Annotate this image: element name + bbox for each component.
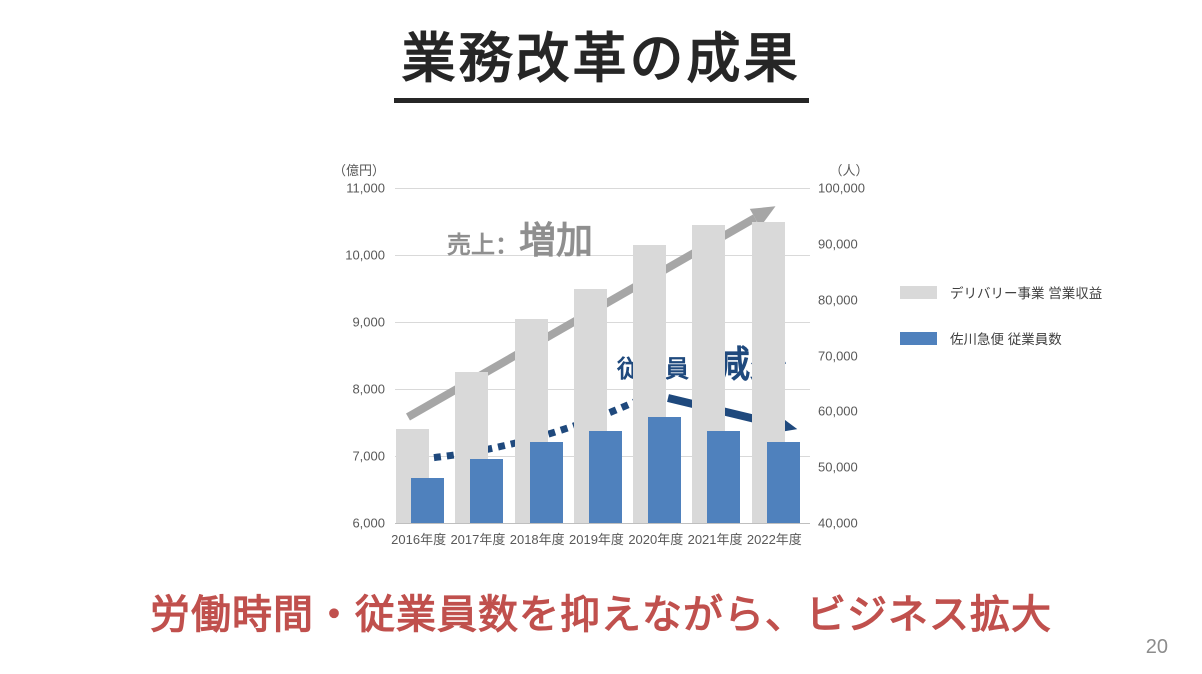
axis-tick-label: 60,000 (818, 403, 858, 419)
legend: デリバリー事業 営業収益 佐川急便 従業員数 (900, 282, 1102, 374)
right-axis-ticks: 100,000 90,000 80,000 70,000 60,000 50,000 40,… (818, 181, 880, 531)
right-axis-unit: （人） (829, 163, 869, 178)
legend-swatch-employees (900, 331, 937, 345)
x-axis-label: 2018年度 (509, 532, 565, 547)
employees-bar (411, 478, 444, 523)
axis-tick-label: 40,000 (818, 515, 858, 531)
axis-tick-label: 8,000 (352, 381, 385, 397)
employees-bar (588, 430, 622, 523)
legend-label: デリバリー事業 営業収益 (950, 286, 1103, 301)
page-number: 20 (1145, 636, 1168, 658)
x-axis-line (395, 523, 810, 524)
axis-tick-label: 90,000 (818, 236, 858, 252)
sales-annotation-emphasis: 増加 (519, 220, 593, 261)
axis-tick-label: 9,000 (352, 314, 385, 330)
x-axis-label: 2022年度 (746, 532, 802, 547)
employees-bar (470, 458, 504, 523)
axis-tick-label: 80,000 (818, 292, 858, 308)
x-axis-label: 2016年度 (391, 532, 447, 547)
employees-bar (648, 416, 682, 523)
title-area: 業務改革の成果 (0, 29, 1202, 104)
employees-bar (529, 442, 563, 523)
left-axis-unit: （億円） (332, 163, 385, 178)
x-axis-labels: 2016年度 2017年度 2018年度 2019年度 2020年度 2021年度 2022… (391, 529, 810, 549)
employees-bar (707, 430, 741, 523)
legend-item: デリバリー事業 営業収益 (900, 282, 1102, 302)
axis-tick-label: 70,000 (818, 348, 858, 363)
x-axis-label: 2019年度 (569, 532, 624, 547)
axis-tick-label: 7,000 (352, 448, 385, 464)
axis-tick-label: 6,000 (352, 515, 385, 531)
legend-swatch-revenue (900, 285, 937, 299)
left-axis-ticks: 11,000 10,000 9,000 8,000 7,000 6,000 (330, 181, 385, 531)
axis-tick-label: 10,000 (345, 247, 385, 263)
axis-tick-label: 100,000 (818, 180, 865, 196)
x-axis-label: 2017年度 (450, 532, 506, 547)
axis-tick-label: 50,000 (818, 459, 858, 475)
employees-bar (766, 442, 800, 523)
x-axis-label: 2021年度 (687, 532, 743, 547)
slide-title: 業務改革の成果 (393, 29, 809, 104)
legend-label: 佐川急便 従業員数 (950, 332, 1062, 347)
x-axis-label: 2020年度 (628, 532, 684, 547)
axis-tick-label: 11,000 (346, 180, 385, 196)
slide-message: 労働時間・従業員数を抑えながら、ビジネス拡大 (150, 593, 1052, 637)
sales-annotation-prefix: 売上： (447, 232, 519, 259)
sales-annotation: 売上： 増加 (447, 210, 593, 264)
gridline (395, 188, 810, 189)
legend-item: 佐川急便 従業員数 (900, 328, 1102, 348)
